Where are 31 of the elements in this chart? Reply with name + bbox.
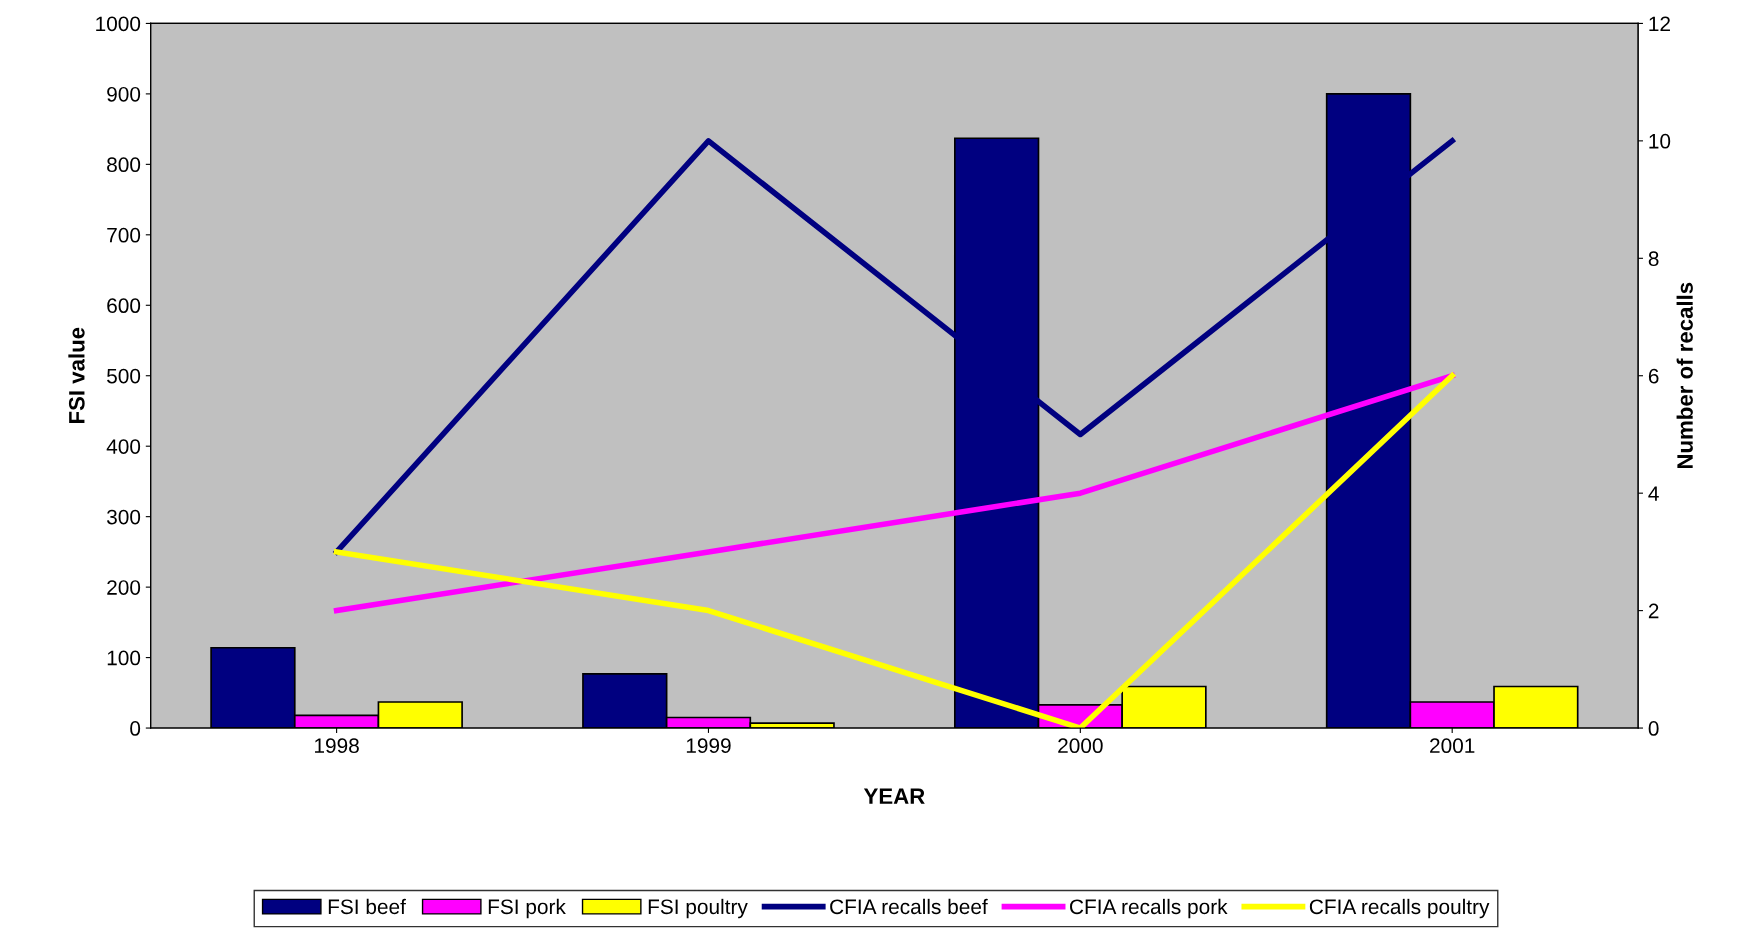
x-tick-label: 1999 bbox=[686, 738, 731, 754]
legend-label: CFIA recalls pork bbox=[1070, 898, 1228, 919]
y2-tick-label: 4 bbox=[1648, 486, 1659, 501]
y-tick-label: 400 bbox=[106, 439, 141, 454]
y-tick-label: 200 bbox=[107, 580, 141, 595]
y2-axis-title: Number of recalls bbox=[1676, 282, 1693, 469]
y-tick-label: 900 bbox=[107, 86, 141, 102]
y-tick-label: 1000 bbox=[96, 16, 141, 32]
y-tick-label: 600 bbox=[107, 298, 141, 314]
y2-tick-label: 8 bbox=[1648, 251, 1659, 267]
y-tick-label: 300 bbox=[106, 509, 141, 525]
x-tick-label: 2001 bbox=[1430, 738, 1475, 754]
y2-tick-label: 10 bbox=[1649, 133, 1671, 149]
legend-label: FSI pork bbox=[488, 898, 566, 919]
y-tick-label: 0 bbox=[130, 721, 141, 736]
y-tick-label: 100 bbox=[107, 650, 141, 666]
y2-tick-label: 6 bbox=[1648, 368, 1659, 384]
y-tick-label: 500 bbox=[107, 368, 141, 384]
legend-label: FSI beef bbox=[328, 898, 406, 915]
x-tick-label: 2000 bbox=[1058, 738, 1103, 754]
y2-tick-label: 0 bbox=[1648, 721, 1659, 736]
y2-tick-label: 12 bbox=[1649, 16, 1670, 31]
x-tick-label: 1998 bbox=[315, 738, 359, 754]
legend-label: CFIA recalls beef bbox=[830, 898, 988, 915]
legend-label: CFIA recalls poultry bbox=[1309, 898, 1490, 919]
y2-tick-label: 2 bbox=[1648, 603, 1659, 619]
y-tick-label: 800 bbox=[107, 157, 141, 173]
x-axis-title: YEAR bbox=[863, 788, 925, 804]
y-axis-title: FSI value bbox=[68, 327, 85, 424]
legend-label: FSI poultry bbox=[648, 898, 748, 919]
y-tick-label: 700 bbox=[107, 227, 141, 243]
